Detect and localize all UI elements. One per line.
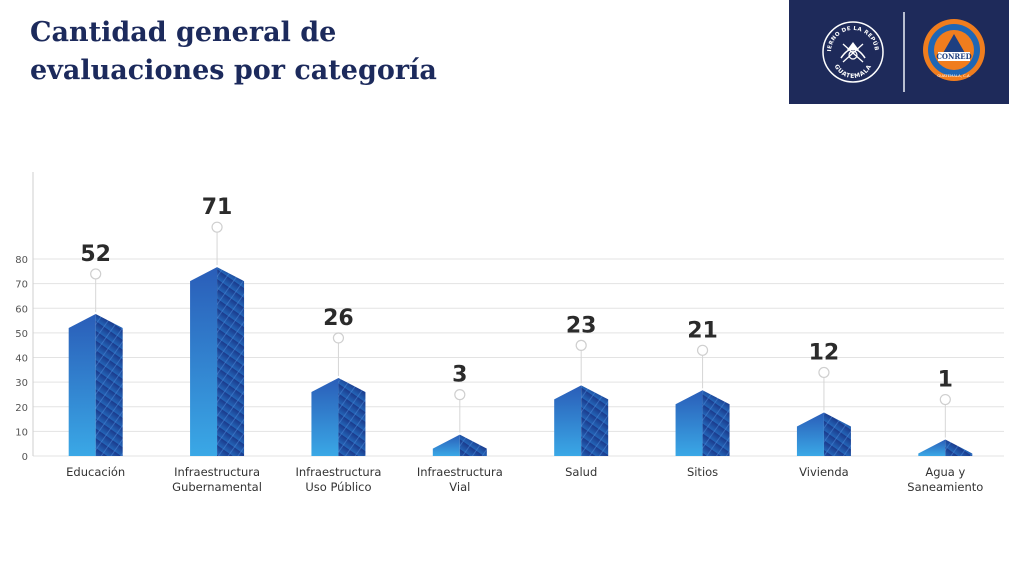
chart-grid (33, 258, 1004, 457)
bar-side-face (823, 412, 851, 456)
y-tick-label: 70 (15, 280, 28, 291)
y-axis-ticks: 0 10 20 30 40 50 60 70 80 (15, 255, 28, 463)
bar: 1 (918, 368, 973, 456)
leader-marker (211, 221, 223, 233)
bar-front-face (918, 439, 946, 456)
logos-svg: GOBIERNO DE LA REPÚBLICA GUATEMALA CONRE… (787, 0, 985, 83)
bar: 26 (311, 306, 366, 456)
leader-marker (818, 366, 830, 379)
bar-side-face (217, 267, 245, 456)
bar: 3 (432, 363, 487, 456)
data-label: 21 (687, 318, 718, 343)
title-line-2: evaluaciones por categoría (30, 55, 437, 86)
bar-side-face (459, 434, 487, 456)
title-line-1: Cantidad general de (30, 17, 337, 48)
y-tick-label: 50 (15, 329, 28, 340)
bar-side-face (702, 390, 730, 456)
leader-marker (332, 332, 345, 344)
data-label: 3 (452, 363, 467, 388)
bar-side-face (338, 377, 366, 456)
logo-panel: GOBIERNO DE LA REPÚBLICA GUATEMALA CONRE… (787, 0, 1009, 104)
x-category-label: Infraestructura Vial (417, 465, 503, 494)
conred-bottom-text: GUATEMALA, C.A. (937, 73, 970, 78)
bar-front-face (554, 385, 582, 456)
page-title: Cantidad general de evaluaciones por cat… (30, 14, 437, 90)
leader-marker (90, 268, 102, 280)
data-label: 12 (809, 340, 840, 365)
data-label: 1 (938, 368, 953, 393)
bar: 52 (68, 242, 123, 456)
bar-front-face (432, 434, 460, 456)
x-category-label: Infraestructura Gubernamental (172, 465, 262, 494)
bar-side-face (945, 439, 973, 456)
y-tick-label: 0 (22, 452, 28, 463)
x-category-label: Agua y Saneamiento (907, 465, 983, 494)
y-tick-label: 60 (15, 304, 28, 315)
leader-marker (939, 393, 951, 406)
y-tick-label: 10 (15, 427, 28, 438)
bar: 21 (675, 318, 730, 456)
leader-marker (575, 339, 587, 351)
data-label: 71 (202, 195, 233, 220)
bar-side-face (95, 313, 123, 456)
y-tick-label: 40 (15, 354, 28, 365)
y-tick-label: 30 (15, 378, 28, 389)
bar-side-face (581, 385, 609, 456)
leader-marker (454, 389, 466, 401)
conred-logo-icon: CONRED GUATEMALA, C.A. (923, 19, 985, 81)
leader-marker (696, 344, 709, 356)
x-category-label: Infraestructura Uso Público (295, 465, 381, 494)
bar-front-face (311, 377, 339, 456)
x-category-label: Vivienda (799, 465, 849, 479)
data-label: 52 (80, 242, 111, 267)
x-category-label: Sitios (687, 465, 718, 479)
data-label: 26 (323, 306, 354, 331)
bar: 71 (190, 195, 245, 456)
x-axis-labels: Educación Infraestructura Gubernamental Inf… (66, 465, 983, 494)
y-tick-label: 20 (15, 403, 28, 414)
bar-front-face (68, 313, 96, 456)
bar-front-face (675, 390, 703, 456)
conred-center-text: CONRED (936, 52, 971, 61)
chart-bars: 52 71 26 3 23 21 12 1 (68, 195, 973, 456)
x-category-label: Educación (66, 465, 125, 479)
x-category-label: Salud (565, 465, 597, 479)
bar-front-face (190, 267, 218, 456)
bar-front-face (796, 412, 824, 456)
bar: 23 (554, 313, 609, 456)
data-label: 23 (566, 313, 597, 338)
bar: 12 (796, 340, 851, 456)
logo-divider (903, 12, 905, 92)
y-tick-label: 80 (15, 255, 28, 266)
